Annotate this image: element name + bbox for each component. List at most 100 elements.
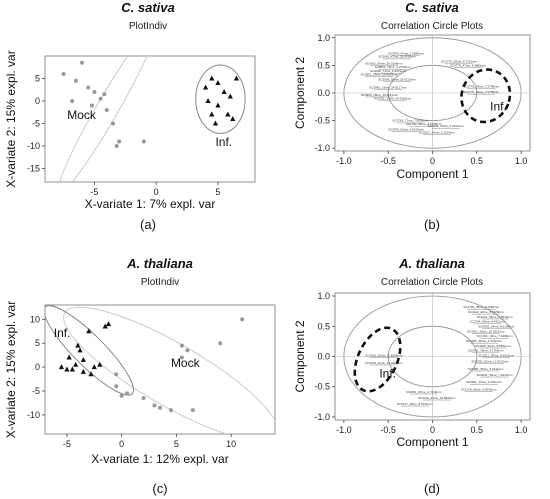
x-tick-label: -1.0: [336, 156, 352, 166]
variable-label: SC3000_30me_25.6123mm: [378, 77, 416, 81]
variable-label: SC3990_18me_23.6211mm: [361, 93, 399, 97]
x-tick-label: -5: [90, 187, 98, 197]
variable-label: SC3902_71me_5.4079mm: [370, 69, 406, 73]
chart-title: A. thaliana: [398, 256, 465, 271]
y-tick-label: -10: [27, 141, 40, 151]
variable-label: SC3976_54me_4.6519mm: [388, 128, 424, 132]
data-point-circle: [119, 393, 124, 398]
variable-label: SC0017_29me_3.1154mm: [419, 130, 455, 134]
data-point-circle: [70, 99, 75, 103]
data-point-triangle: [80, 368, 86, 374]
y-axis-label: X-variate 2: 15% expl. var: [4, 301, 18, 438]
plot-frame: [44, 55, 256, 183]
variable-label: SC1178_69me_6.0032mm: [461, 387, 497, 391]
data-point-triangle: [102, 323, 108, 329]
chart-subtitle: Correlation Circle Plots: [381, 21, 483, 32]
data-point-circle: [73, 78, 78, 83]
panel-label: (c): [152, 481, 167, 496]
data-point-triangle: [88, 371, 94, 377]
data-point-triangle: [69, 366, 75, 372]
variable-label: SC2311_17me_29.9182mm: [374, 97, 412, 101]
variable-label: SC3776_43me_7.5789mm: [463, 84, 499, 88]
data-point-circle: [102, 92, 107, 97]
data-point-circle: [98, 96, 103, 101]
data-point-triangle: [75, 342, 81, 348]
variable-label: SC3962_47me_25.8789mm: [378, 55, 416, 59]
data-point-triangle: [230, 116, 236, 121]
y-tick-label: 0: [35, 362, 40, 372]
data-point-circle: [114, 144, 119, 148]
variable-label: SC3478_12me_15.0299mm: [365, 361, 403, 365]
variable-label: SC2210_44me_10.8823mm: [418, 396, 456, 400]
data-point-triangle: [202, 84, 209, 90]
variable-label: SC1764_13me_7.1289mm: [477, 334, 513, 338]
data-point-circle: [141, 139, 146, 144]
x-tick-label: 1.0: [515, 156, 528, 166]
y-tick-label: 0.0: [317, 88, 330, 98]
variable-label: SC3392_52me_12.9120mm: [471, 360, 509, 364]
panel-label: (b): [424, 217, 440, 232]
x-tick-label: -0.5: [380, 156, 396, 166]
y-tick-label: 0.5: [317, 321, 330, 331]
panel-label: (d): [424, 481, 440, 496]
group-label: Inf.: [215, 135, 232, 149]
data-point-triangle: [215, 80, 221, 85]
group-ellipse: [45, 305, 135, 396]
data-point-circle: [86, 85, 91, 90]
plot-frame: [44, 304, 276, 435]
panel-b: C. sativa Correlation Circle Plots -1.0 -0.…: [293, 0, 531, 232]
data-point-triangle: [225, 111, 231, 117]
variable-label: SC3317_29me_8.1931mm: [397, 402, 433, 406]
data-point-circle: [80, 60, 85, 65]
y-tick-label: -5: [32, 386, 40, 396]
y-tick-label: -5: [32, 119, 40, 129]
variable-label: SC1221_55me_3.6519mm: [477, 315, 513, 319]
x-tick-label: 0.5: [471, 156, 484, 166]
y-tick-label: -0.5: [314, 382, 330, 392]
variable-label: SC3761_71me_7.6009mm: [392, 119, 428, 123]
data-point-triangle: [233, 75, 240, 81]
variable-label: SC4471_63me_6.2013mm: [428, 124, 464, 128]
variable-label: SC2290_38me_2.3412mm: [466, 339, 502, 343]
y-tick-label: -1.0: [314, 412, 330, 422]
y-tick-label: -15: [27, 164, 40, 174]
data-point-triangle: [205, 98, 211, 103]
y-tick-label: 0.0: [317, 352, 330, 362]
variable-label: SC3912_40me_10.5321mm: [467, 329, 505, 333]
y-axis-label: Component 2: [293, 57, 307, 129]
group-label: Inf.: [490, 100, 507, 114]
data-point-triangle: [86, 328, 92, 334]
variable-label: SC3991_25me_29.8929mm: [361, 72, 399, 76]
panel-a: C. sativa PlotIndiv -5 0 5 5 0 -5 -10 -15 X-variat…: [4, 0, 256, 232]
y-tick-label: 0.5: [317, 60, 330, 70]
data-point-triangle: [91, 364, 97, 370]
variable-label: SC3981_19me_14.5127mm: [369, 86, 407, 90]
y-tick-label: 1.0: [317, 33, 330, 43]
y-axis-label: X-variate 2: 15% expl. var: [4, 50, 18, 187]
x-axis-label: X-variate 1: 7% expl. var: [85, 197, 216, 211]
variable-label: SC4763_38me_8.1284mm: [463, 305, 499, 309]
chart-title: C. sativa: [121, 0, 174, 15]
data-point-circle: [152, 403, 157, 408]
chart-title: C. sativa: [405, 0, 458, 15]
data-point-circle: [179, 355, 184, 360]
variable-label: SC3764_47me_2.0698mm: [388, 51, 424, 55]
data-point-triangle: [215, 102, 221, 108]
data-point-circle: [218, 341, 223, 346]
data-point-circle: [141, 396, 146, 401]
plot-area: [57, 56, 246, 182]
variable-label: SC0031_56me_7.3210mm: [477, 373, 513, 377]
variable-label: SC4162_69me_26.3198mm: [365, 61, 403, 65]
data-point-triangle: [64, 366, 70, 372]
variable-label: SC0711_18me_4.1765mm: [468, 349, 504, 353]
data-point-triangle: [221, 89, 227, 94]
variable-label: SC3776_50me_8.7152mm: [441, 60, 477, 64]
variable-label: SC3991_19me_9.2231mm: [466, 380, 502, 384]
variable-label: SC4009_50me_8.8811mm: [475, 344, 511, 348]
group-ellipse: [195, 64, 246, 134]
data-point-triangle: [105, 321, 112, 327]
group-label: Mock: [67, 108, 97, 122]
data-point-triangle: [73, 361, 79, 367]
